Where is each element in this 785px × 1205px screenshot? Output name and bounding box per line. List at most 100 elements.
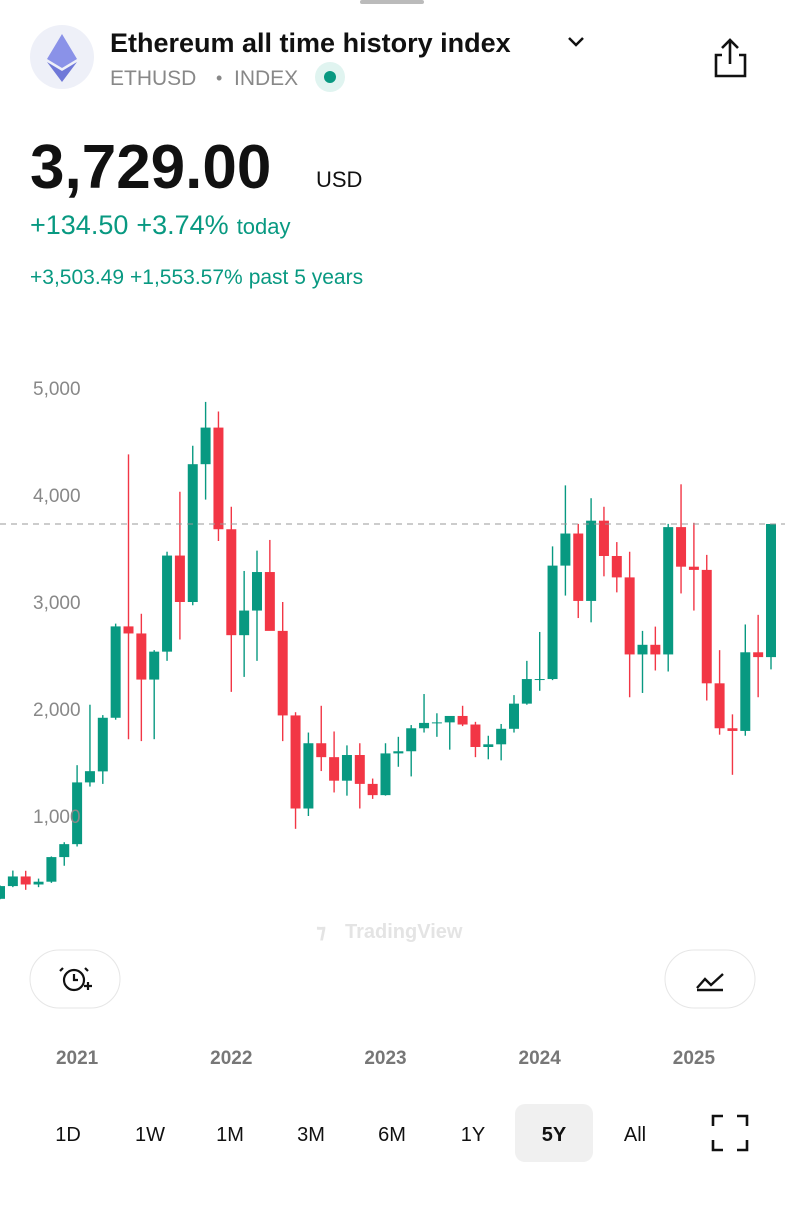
period-pct: +1,553.57%	[130, 266, 243, 289]
candle-body	[688, 566, 699, 570]
candle-body	[457, 715, 468, 725]
candle-body	[72, 782, 83, 845]
candle-body	[33, 881, 44, 885]
candle-body	[200, 427, 211, 465]
x-tick-label: 2022	[210, 1048, 252, 1069]
y-tick-label: 3,000	[33, 593, 81, 614]
selected-range-bg	[515, 1104, 593, 1162]
change-line: +134.50 +3.74% today	[30, 210, 291, 240]
candle-body	[174, 555, 185, 602]
range-tab[interactable]: 1M	[216, 1124, 244, 1146]
range-tabs: 1D 1W 1M 3M 6M 1Y 5Y All	[55, 1104, 646, 1162]
y-tick-label: 1,000	[33, 807, 81, 828]
price: 3,729.00	[30, 133, 271, 202]
candle-body	[637, 644, 648, 655]
change-pct: +3.74%	[136, 210, 228, 240]
candle-body	[573, 533, 584, 601]
period-change: +3,503.49	[30, 266, 124, 289]
candle-body	[470, 724, 481, 747]
title[interactable]: Ethereum all time history index	[110, 28, 511, 58]
candle-body	[303, 743, 314, 809]
period-line: +3,503.49 +1,553.57% past 5 years	[30, 266, 363, 289]
candle-body	[598, 520, 609, 556]
candle-body	[714, 683, 725, 729]
candle-body	[162, 555, 173, 652]
candle-body	[624, 577, 635, 655]
candle-body	[341, 755, 352, 781]
candle-body	[444, 715, 455, 723]
candle-body	[547, 565, 558, 680]
candle-body	[354, 755, 365, 784]
range-tab[interactable]: 6M	[378, 1124, 406, 1146]
candle-body	[0, 886, 5, 899]
x-tick-label: 2025	[673, 1048, 716, 1069]
eth-bottom	[47, 62, 77, 82]
candle-body	[187, 464, 198, 602]
notch	[360, 0, 424, 4]
alarm-icon	[59, 967, 92, 992]
candle-body	[431, 722, 442, 724]
chart-style-button[interactable]	[664, 949, 756, 1009]
candle-body	[84, 771, 95, 783]
range-tab[interactable]: 1W	[135, 1124, 165, 1146]
candle-body	[560, 533, 571, 566]
candle-body	[753, 652, 764, 658]
share-icon[interactable]	[714, 38, 747, 78]
candle-body	[419, 722, 430, 729]
candle-body	[766, 523, 776, 658]
candle-body	[136, 633, 147, 680]
candle-body	[367, 783, 378, 796]
candle-body	[650, 644, 661, 655]
y-tick-label: 5,000	[33, 379, 81, 400]
candle-body	[149, 651, 160, 680]
candle-body	[586, 520, 597, 601]
candle-body	[483, 744, 494, 747]
currency: USD	[316, 167, 362, 192]
separator: •	[216, 68, 222, 88]
x-tick-label: 2023	[364, 1048, 406, 1069]
range-tab[interactable]: 1Y	[461, 1124, 485, 1146]
candle-body	[59, 844, 70, 858]
watermark-logo: ⁊	[316, 921, 326, 943]
candle-body	[110, 626, 121, 718]
candle-body	[509, 703, 519, 729]
candle-body	[20, 876, 31, 885]
range-tab[interactable]: 1D	[55, 1124, 81, 1146]
change-period: today	[237, 214, 291, 239]
fullscreen-icon[interactable]	[711, 1114, 749, 1152]
candle-body	[521, 679, 532, 704]
candle-body	[264, 572, 275, 631]
candle-body	[97, 717, 108, 772]
candle-body	[46, 857, 57, 882]
range-tab[interactable]: 5Y	[542, 1124, 567, 1146]
market: INDEX	[234, 67, 298, 90]
candle-body	[701, 569, 712, 684]
chevron[interactable]	[568, 37, 584, 47]
candle-body	[496, 728, 507, 745]
range-tab[interactable]: All	[624, 1124, 646, 1146]
candle-body	[380, 753, 391, 796]
candle-body	[252, 572, 262, 611]
candle-body	[406, 728, 417, 752]
watermark: TradingView	[345, 921, 463, 943]
candle-body	[277, 630, 288, 716]
candle-body	[611, 555, 622, 578]
candle-body	[290, 715, 301, 809]
y-tick-label: 4,000	[33, 486, 81, 507]
y-tick-label: 2,000	[33, 700, 81, 721]
range-tab[interactable]: 3M	[297, 1124, 325, 1146]
x-tick-label: 2024	[519, 1048, 562, 1069]
candle-body	[213, 427, 224, 530]
candle-body	[226, 529, 237, 636]
candle-body	[663, 527, 674, 655]
candle-body	[676, 527, 687, 567]
plot: 1,000 2,000 3,000 4,000 5,000 2021 2022 2023 202…	[0, 379, 785, 1069]
candle-body	[740, 652, 751, 731]
candle-body	[534, 679, 545, 681]
candle-body	[329, 757, 340, 781]
chart-style-icon	[696, 973, 724, 992]
period-label: past 5 years	[249, 266, 363, 289]
candle-body	[727, 728, 738, 731]
